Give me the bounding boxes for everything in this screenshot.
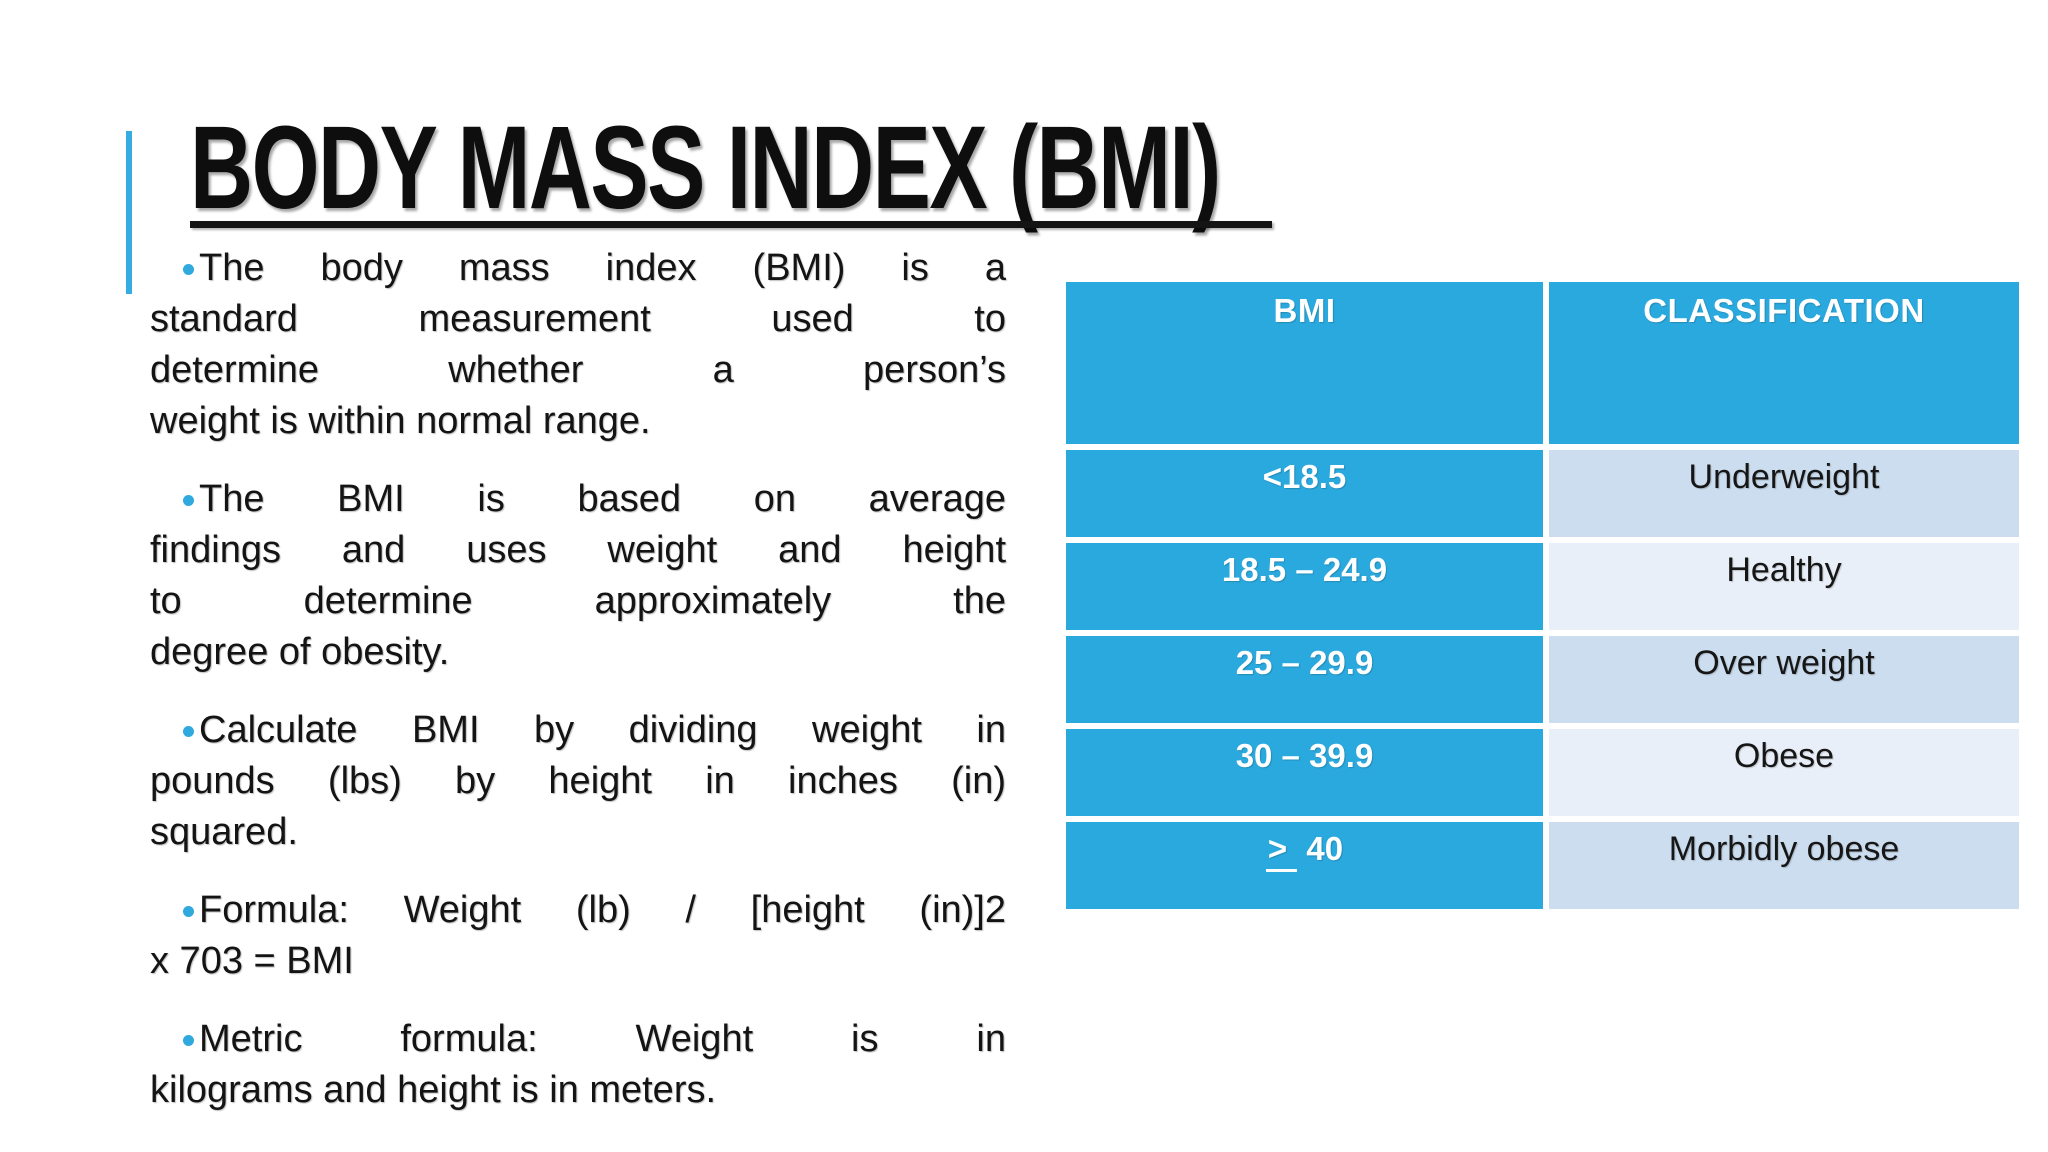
bullet-line: Formula: Weight (lb) / [height (in)]2: [199, 889, 1006, 931]
classification-cell: Underweight: [1549, 450, 2019, 537]
classification-cell: Morbidly obese: [1549, 822, 2019, 909]
bmi-value: <18.5: [1262, 458, 1347, 495]
title-accent-bar: [126, 131, 132, 294]
bmi-value: 25 – 29.9: [1235, 644, 1374, 681]
bullet-line: degree of obesity.: [150, 631, 450, 673]
bullet-item: Formula: Weight (lb) / [height (in)]2 x …: [150, 885, 1006, 987]
bmi-value-cell: 18.5 – 24.9: [1066, 543, 1543, 630]
bullet-line: weight is within normal range.: [150, 400, 651, 442]
bmi-value-cell: > 40: [1066, 822, 1543, 909]
table-header-bmi: BMI: [1066, 282, 1543, 444]
bullet-dot: [183, 264, 194, 275]
bullet-line: Calculate BMI by dividing weight in: [199, 709, 1006, 751]
bullet-line: kilograms and height is in meters.: [150, 1069, 717, 1111]
bullet-line: x 703 = BMI: [150, 940, 354, 982]
classification-cell: Healthy: [1549, 543, 2019, 630]
page-title: BODY MASS INDEX (BMI): [190, 102, 1221, 234]
bmi-value: 18.5 – 24.9: [1221, 551, 1388, 588]
bullet-item: Calculate BMI by dividing weight in poun…: [150, 705, 1006, 858]
bullet-item: Metric formula: Weight is in kilograms a…: [150, 1014, 1006, 1116]
bmi-value-cell: 30 – 39.9: [1066, 729, 1543, 816]
bullet-dot: [183, 1035, 194, 1046]
classification-cell: Obese: [1549, 729, 2019, 816]
bullet-line: determine whether a person’s: [150, 349, 1006, 391]
bullet-dot: [183, 906, 194, 917]
bullet-line: squared.: [150, 811, 298, 853]
bullet-list: The body mass index (BMI) is a standard …: [150, 243, 1006, 1143]
bullet-item: The body mass index (BMI) is a standard …: [150, 243, 1006, 447]
bullet-item: The BMI is based on average findings and…: [150, 474, 1006, 678]
bullet-line: The BMI is based on average: [199, 478, 1006, 520]
bullet-line: findings and uses weight and height: [150, 529, 1006, 571]
bmi-value-cell: <18.5: [1066, 450, 1543, 537]
bullet-dot: [183, 495, 194, 506]
bmi-value: 30 – 39.9: [1235, 737, 1374, 774]
bullet-line: standard measurement used to: [150, 298, 1006, 340]
bullet-line: to determine approximately the: [150, 580, 1006, 622]
bmi-value: 40: [1297, 830, 1344, 867]
table-header-classification: CLASSIFICATION: [1549, 282, 2019, 444]
bullet-line: Metric formula: Weight is in: [199, 1018, 1006, 1060]
bmi-underlined-part: >: [1265, 830, 1298, 872]
classification-cell: Over weight: [1549, 636, 2019, 723]
title-underline: [190, 221, 1272, 228]
bmi-table: BMI CLASSIFICATION <18.5 Underweight 18.…: [1066, 282, 2019, 909]
bullet-dot: [183, 726, 194, 737]
bullet-line: The body mass index (BMI) is a: [199, 247, 1006, 289]
bmi-value-cell: 25 – 29.9: [1066, 636, 1543, 723]
bullet-line: pounds (lbs) by height in inches (in): [150, 760, 1006, 802]
